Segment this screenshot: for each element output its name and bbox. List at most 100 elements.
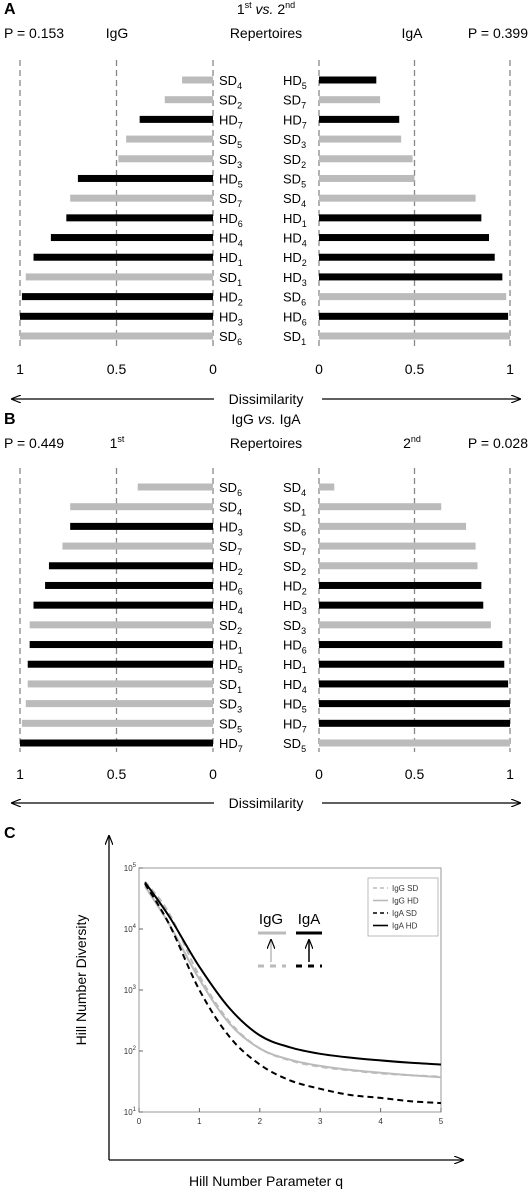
bar-left <box>70 522 214 530</box>
cat-sub: 4 <box>238 239 243 249</box>
bar-left <box>20 739 213 747</box>
bar-right <box>319 542 476 550</box>
bar-right <box>319 483 335 491</box>
bar-right <box>319 234 489 242</box>
bar-left <box>118 155 213 163</box>
series-line <box>144 885 442 1079</box>
bar-left <box>20 332 213 340</box>
title-sup: st <box>245 0 253 10</box>
cat-base: HD <box>219 736 238 751</box>
cat-base: HD <box>283 657 302 672</box>
cat-base: SD <box>219 677 237 692</box>
category-label-right: SD3 <box>283 618 306 636</box>
category-label-left: SD4 <box>219 500 242 518</box>
cat-sub: 5 <box>237 140 242 150</box>
cat-sub: 6 <box>302 646 307 656</box>
bar-left <box>182 76 213 84</box>
category-label-left: SD5 <box>219 716 242 734</box>
cat-base: HD <box>219 290 238 305</box>
bar-right <box>319 96 381 104</box>
category-label-left: HD3 <box>219 309 243 327</box>
cat-base: HD <box>219 231 238 246</box>
tick-label: 0.5 <box>405 361 425 377</box>
cat-base: HD <box>219 211 238 226</box>
cat-base: HD <box>219 657 238 672</box>
cat-base: SD <box>283 500 301 515</box>
cat-sub: 1 <box>301 337 306 347</box>
category-label-left: SD7 <box>219 539 242 557</box>
bar-left <box>25 700 214 708</box>
panel-title-line1: 1st vs. 2nd <box>237 0 295 17</box>
category-label-right: HD4 <box>283 677 307 695</box>
bar-right <box>319 293 507 301</box>
title-vs: vs. <box>252 1 278 17</box>
side-label-right: IgA <box>401 25 423 41</box>
cat-base: SD <box>219 500 237 515</box>
side-label-right: 2nd <box>403 434 421 451</box>
tick-exp: 5 <box>133 863 137 869</box>
cat-sub: 7 <box>301 547 306 557</box>
cat-sub: 5 <box>302 705 307 715</box>
cat-sub: 2 <box>238 567 243 577</box>
x-axis-label: Dissimilarity <box>229 391 304 407</box>
tick-exp: 4 <box>133 924 137 930</box>
cat-base: SD <box>283 93 301 108</box>
cat-sub: 2 <box>302 258 307 268</box>
bar-left <box>21 293 214 301</box>
category-label-left: SD4 <box>219 73 242 91</box>
bar-right <box>319 522 467 530</box>
cat-sub: 2 <box>302 586 307 596</box>
tick-exp: 1 <box>133 1107 137 1113</box>
p-value-right: P = 0.028 <box>468 435 528 451</box>
bar-left <box>70 503 214 511</box>
cat-base: HD <box>219 171 238 186</box>
cat-sub: 6 <box>238 219 243 229</box>
category-label-right: HD6 <box>283 638 307 656</box>
category-label-left: HD2 <box>219 290 243 308</box>
category-label-right: SD1 <box>283 500 306 518</box>
bar-left <box>33 601 214 609</box>
category-label-left: HD4 <box>219 598 243 616</box>
tick-label: 1 <box>16 361 24 377</box>
bar-right <box>319 719 510 727</box>
legend-label: IgA HD <box>392 922 418 931</box>
panel-b: B IgG vs. IgA Repertoires P = 0.449 P = 0.02… <box>4 411 528 811</box>
cat-sub: 7 <box>301 101 306 111</box>
bar-left <box>33 253 214 261</box>
x-tick-label: 0 <box>137 1117 142 1126</box>
cat-base: SD <box>219 270 237 285</box>
panel-letter: C <box>4 825 16 842</box>
label-main: IgG <box>106 25 129 41</box>
x-tick-label: 4 <box>378 1117 383 1126</box>
cat-sub: 3 <box>301 140 306 150</box>
cat-sub: 3 <box>237 705 242 715</box>
cat-base: SD <box>283 539 301 554</box>
y-tick-label: 102 <box>124 1046 137 1056</box>
p-value-right: P = 0.399 <box>468 25 528 41</box>
x-tick-label: 1 <box>197 1117 202 1126</box>
cat-base: SD <box>219 618 237 633</box>
cat-base: HD <box>283 677 302 692</box>
category-label-left: SD1 <box>219 677 242 695</box>
series-line <box>144 881 442 1066</box>
cat-sub: 4 <box>302 239 307 249</box>
category-label-right: SD7 <box>283 539 306 557</box>
category-label-left: HD5 <box>219 171 243 189</box>
side-label-left: 1st <box>110 434 125 451</box>
bar-left <box>29 621 214 629</box>
tick-label: 1 <box>506 766 514 782</box>
cat-sub: 5 <box>302 81 307 91</box>
category-label-right: HD3 <box>283 270 307 288</box>
bar-right <box>319 641 503 649</box>
bar-right <box>319 660 505 668</box>
cat-base: SD <box>283 191 301 206</box>
tick-label: 0.5 <box>405 766 425 782</box>
cat-sub: 6 <box>237 488 242 498</box>
cat-base: SD <box>283 152 301 167</box>
bar-left <box>48 562 214 570</box>
cat-base: HD <box>283 250 302 265</box>
cat-base: HD <box>283 211 302 226</box>
cat-sub: 5 <box>238 179 243 189</box>
bar-right <box>319 680 509 688</box>
